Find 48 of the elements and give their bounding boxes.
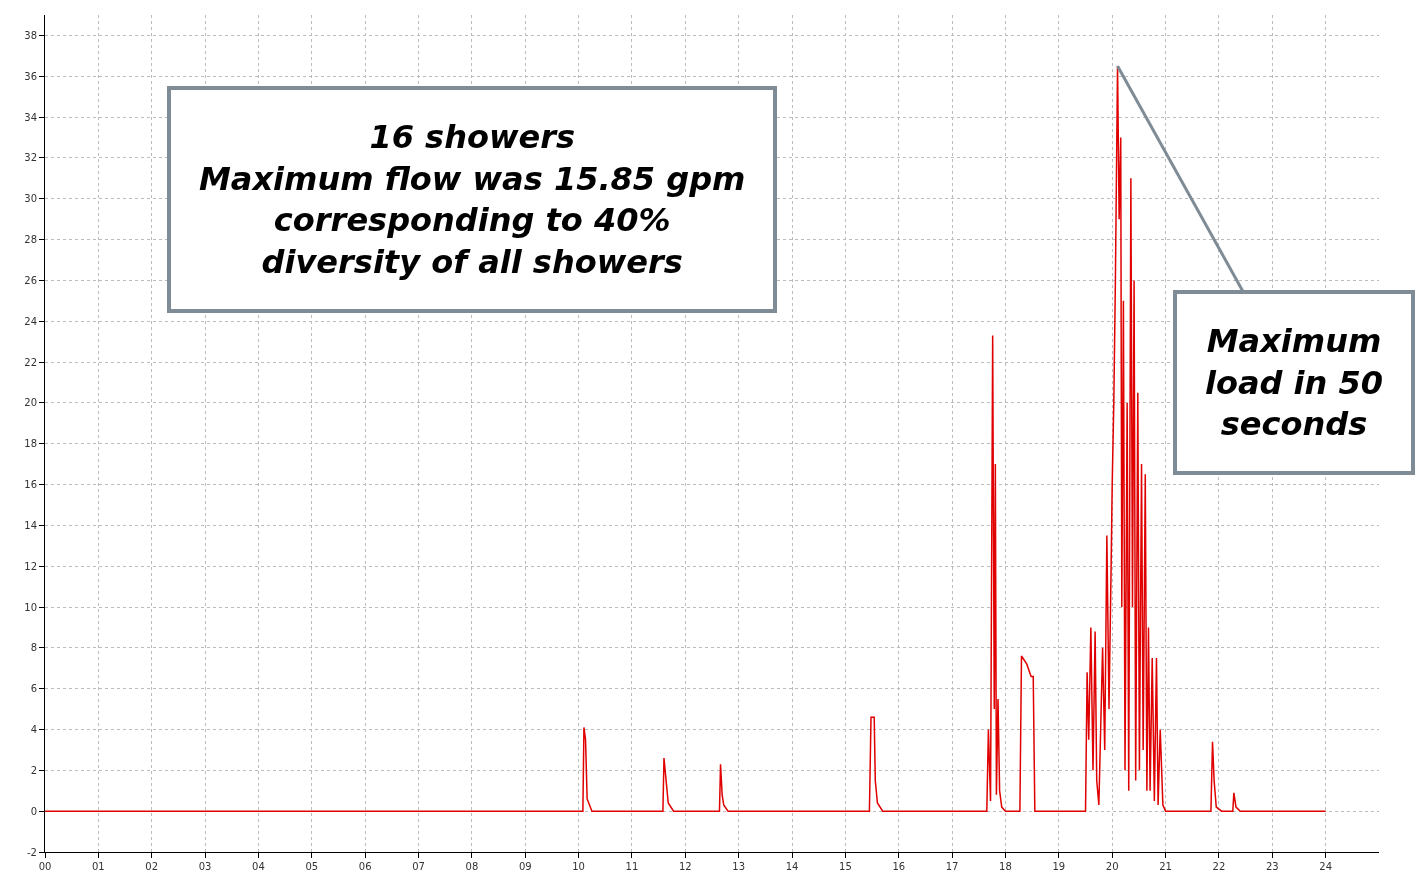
x-tick-label: 15	[839, 861, 852, 872]
y-tick-label: 24	[24, 315, 37, 327]
x-tick-label: 24	[1319, 861, 1333, 872]
x-tick-label: 10	[572, 861, 585, 872]
x-tick-label: 13	[732, 861, 746, 872]
x-tick-label: 07	[412, 861, 425, 872]
y-tick-label: 28	[24, 234, 37, 246]
y-tick-label: 8	[30, 642, 37, 654]
y-tick-label: 12	[24, 560, 37, 572]
y-tick-label: 20	[24, 397, 37, 409]
y-tick-label: 10	[24, 601, 37, 613]
x-tick-label: 14	[785, 861, 799, 872]
x-tick-label: 12	[678, 861, 692, 872]
x-tick-label: 06	[358, 861, 372, 872]
x-tick-label: 09	[518, 861, 532, 872]
y-tick-label: 34	[24, 111, 37, 123]
x-tick-label: 21	[1159, 861, 1172, 872]
x-tick-label: 16	[892, 861, 906, 872]
x-tick-label: 19	[1052, 861, 1066, 872]
x-tick-label: 20	[1105, 861, 1119, 872]
y-tick-label: 14	[24, 519, 37, 531]
y-tick-label: 26	[24, 274, 37, 286]
x-tick-label: 02	[145, 861, 159, 872]
x-tick-label: 23	[1265, 861, 1279, 872]
y-tick-label: 18	[24, 438, 37, 450]
y-tick-label: 32	[24, 152, 37, 164]
y-tick-label: 38	[24, 29, 37, 41]
y-tick-label: 22	[24, 356, 37, 368]
x-tick-label: 22	[1212, 861, 1226, 872]
annotation: 16 showers Maximum flow was 15.85 gpm corresponding to 40% diversity of all showers	[199, 118, 746, 281]
y-tick-label: 36	[24, 70, 37, 82]
y-tick-label: 30	[24, 193, 37, 205]
y-tick-label: 2	[30, 764, 37, 776]
x-tick-label: 03	[198, 861, 212, 872]
x-tick-label: 18	[999, 861, 1012, 872]
annotation: Maximum load in 50 seconds	[1205, 322, 1384, 444]
y-tick-label: 6	[30, 683, 37, 695]
x-tick-label: 00	[38, 861, 52, 872]
x-tick-label: 11	[625, 861, 639, 872]
y-tick-label: 4	[30, 724, 37, 736]
x-tick-label: 05	[305, 861, 319, 872]
x-tick-label: 17	[945, 861, 959, 872]
x-tick-label: 08	[465, 861, 479, 872]
y-tick-label: 0	[30, 805, 37, 817]
x-tick-label: 04	[252, 861, 265, 872]
x-tick-label: 01	[91, 861, 105, 872]
y-tick-label: 16	[24, 479, 37, 491]
y-tick-label: -2	[27, 846, 37, 858]
